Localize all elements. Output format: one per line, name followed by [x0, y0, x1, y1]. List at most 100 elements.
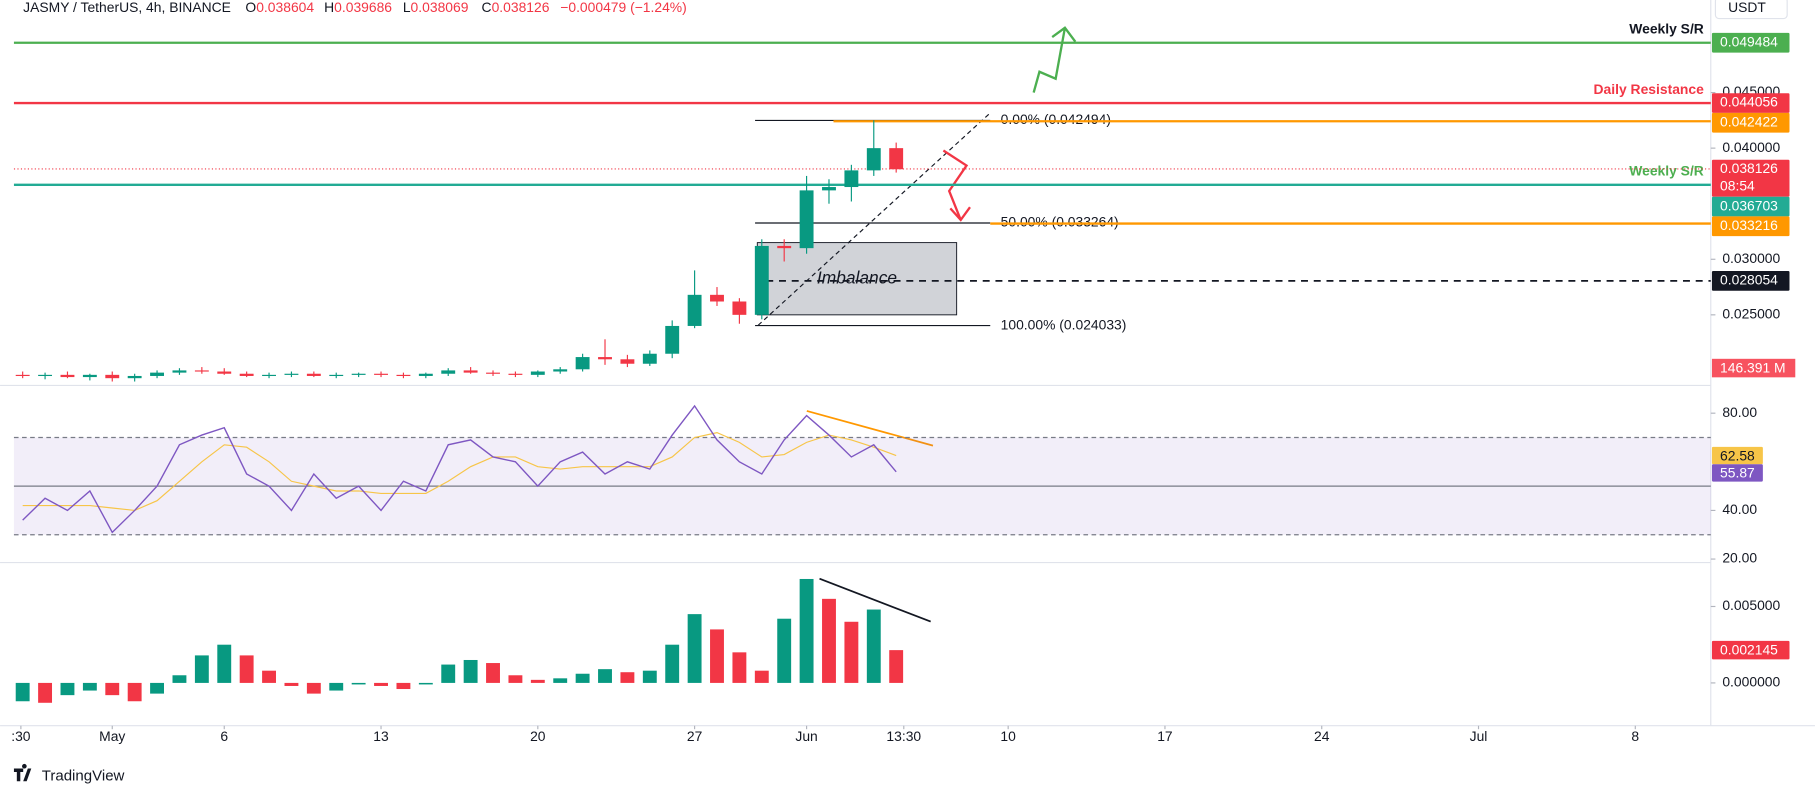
- candle-body: [239, 373, 254, 376]
- ohlc-item: O0.038604: [245, 0, 314, 15]
- histogram-bar: [665, 644, 680, 683]
- x-tick-label: 6: [220, 728, 228, 744]
- candle-body: [105, 374, 120, 379]
- histogram-bar: [418, 682, 433, 685]
- level-label: Weekly S/R: [1629, 21, 1704, 37]
- y-tick-label: 0.005000: [1722, 597, 1780, 613]
- ohlc-item: L0.038069: [403, 0, 469, 15]
- price-badge-label: 0.033216: [1720, 217, 1778, 233]
- histogram-bar: [754, 670, 769, 683]
- histogram-bar: [530, 679, 545, 683]
- price-badge-label: 0.049484: [1720, 33, 1778, 49]
- histogram-bar: [105, 682, 120, 696]
- histogram-bar: [150, 682, 165, 694]
- candle-body: [486, 372, 500, 374]
- level-label: Weekly S/R: [1629, 163, 1704, 179]
- bearish-arrow: [942, 149, 969, 221]
- y-tick-label: 0.030000: [1722, 250, 1780, 266]
- symbol-title: JASMY / TetherUS, 4h, BINANCE: [23, 0, 231, 15]
- candle-body: [172, 370, 187, 373]
- histogram-bar: [262, 670, 276, 683]
- candle-body: [665, 325, 680, 354]
- price-change: −0.000479 (−1.24%): [560, 0, 687, 15]
- candle-body: [262, 374, 276, 377]
- histogram-bar: [194, 655, 209, 683]
- histogram-bar: [239, 655, 254, 683]
- candle-body: [284, 373, 299, 375]
- fib-label: 50.00% (0.033264): [1001, 214, 1119, 230]
- price-badge-label: 55.87: [1720, 465, 1755, 481]
- candle-body: [553, 369, 568, 372]
- x-tick-label: 13:30: [886, 728, 921, 744]
- ohlc-value: 0.038126: [492, 0, 550, 15]
- brand-name[interactable]: TradingView: [42, 768, 125, 785]
- candle-body: [866, 148, 881, 171]
- price-badge-label: 08:54: [1720, 178, 1755, 194]
- histogram-bar: [82, 682, 97, 691]
- brand-logo[interactable]: [13, 763, 32, 782]
- price-badge: [1711, 640, 1790, 660]
- x-tick-label: 20: [530, 728, 546, 744]
- price-badge: [1711, 112, 1790, 133]
- histogram-bar: [38, 682, 53, 703]
- candle-body: [620, 359, 635, 364]
- fib-label: 100.00% (0.024033): [1001, 316, 1127, 332]
- level-label: Daily Resistance: [1594, 81, 1705, 97]
- bearish-arrow-head: [949, 206, 971, 222]
- candle-body: [396, 374, 411, 377]
- bullish-arrow: [1032, 27, 1067, 93]
- price-badge-label: 0.028054: [1720, 272, 1778, 288]
- histogram-bar: [844, 621, 859, 683]
- histogram-bar: [329, 682, 344, 691]
- rsi-divergence-line: [806, 410, 934, 447]
- histogram-bar: [284, 682, 299, 686]
- ohlc-value: 0.039686: [334, 0, 392, 15]
- y-tick-label: 40.00: [1722, 501, 1757, 517]
- histogram-bar: [553, 678, 568, 683]
- price-badge-label: 0.042422: [1720, 113, 1778, 129]
- ohlc-value: 0.038604: [256, 0, 314, 15]
- macd-divergence-line: [819, 577, 931, 623]
- x-tick-label: 10: [1000, 728, 1016, 744]
- candle-body: [15, 374, 30, 377]
- y-tick-label: 80.00: [1722, 404, 1757, 420]
- currency-label[interactable]: USDT: [1728, 0, 1766, 15]
- candle-body: [575, 357, 590, 370]
- y-tick-label: 0.000000: [1722, 674, 1780, 690]
- fib-label: 0.00% (0.042494): [1001, 111, 1111, 127]
- histogram-bar: [687, 614, 702, 683]
- histogram-bar: [889, 650, 904, 683]
- histogram-bar: [172, 675, 187, 683]
- ohlc-key: O: [245, 0, 256, 15]
- histogram-bar: [15, 682, 30, 702]
- drawing-layer: [756, 242, 958, 316]
- histogram-bar: [598, 669, 612, 683]
- x-tick-label: May: [99, 728, 125, 744]
- histogram-bar: [486, 663, 500, 683]
- price-badge-label: 0.002145: [1720, 641, 1778, 657]
- histogram-bar: [799, 578, 814, 683]
- volume-label: 146.391 M: [1720, 359, 1786, 375]
- candle-body: [82, 374, 97, 378]
- price-badge: [1711, 93, 1790, 113]
- y-tick-label: 20.00: [1722, 550, 1757, 566]
- histogram-bar: [732, 652, 747, 683]
- price-badge: [1711, 464, 1763, 482]
- candle-body: [508, 373, 523, 375]
- candle-body: [889, 148, 904, 170]
- price-badge: [1711, 159, 1790, 197]
- candle-body: [329, 374, 344, 377]
- histogram-bar: [463, 659, 478, 683]
- candle-body: [642, 353, 657, 364]
- candle-body: [687, 294, 702, 326]
- histogram-bar: [374, 682, 388, 686]
- price-badge-label: 62.58: [1720, 447, 1755, 463]
- histogram-bar: [620, 672, 635, 683]
- candle-body: [127, 375, 142, 379]
- currency-badge[interactable]: [1714, 0, 1788, 20]
- price-badge-label: 0.038126: [1720, 160, 1778, 176]
- histogram-bar: [710, 629, 724, 683]
- price-badge: [1711, 196, 1790, 217]
- candle-body: [38, 374, 53, 377]
- rsi-line: [22, 404, 897, 534]
